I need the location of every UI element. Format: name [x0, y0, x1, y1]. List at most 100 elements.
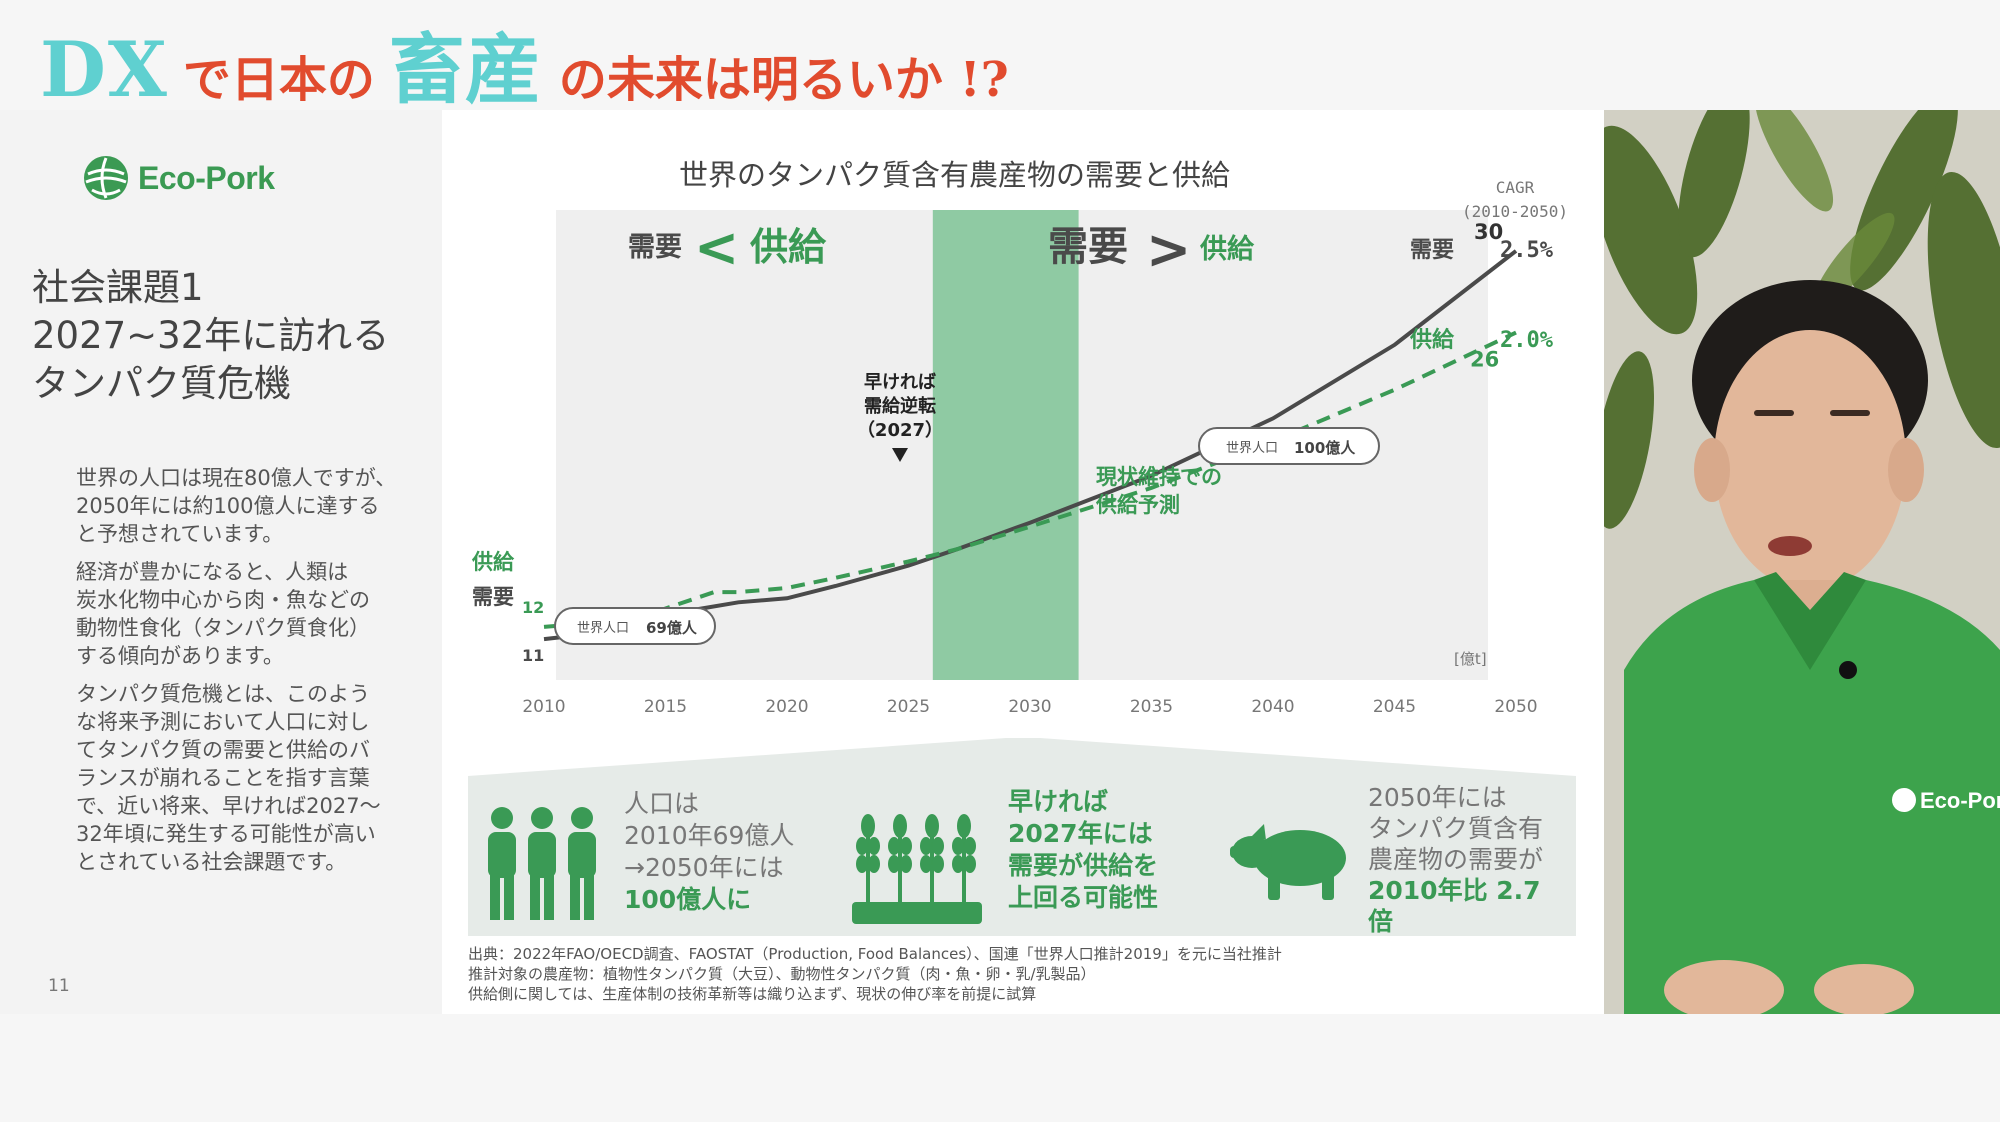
band-col3-line: 農産物の需要が: [1368, 845, 1544, 874]
cagr-supply-label: 供給: [1410, 328, 1455, 353]
band-col2-text: 早ければ 2027年には 需要が供給を 上回る可能性: [1008, 786, 1158, 914]
forecast-label-2: 供給予測: [1095, 493, 1180, 517]
right-region-demand: 需要: [1048, 224, 1128, 270]
band-col3-line: 2010年比 2.7: [1368, 876, 1541, 905]
data-label-demand-end: 30: [1474, 220, 1503, 244]
data-label-supply-end: 26: [1470, 348, 1499, 372]
band-col1-text: 人口は 2010年69億人 →2050年には 100億人に: [624, 788, 794, 916]
right-region-supply: 供給: [1199, 233, 1255, 265]
band-col2-line: 上回る可能性: [1008, 883, 1159, 912]
text-line: 世界の人口は現在80億人ですが、: [76, 466, 397, 490]
title-part2: の未来は明るいか !?: [558, 52, 1009, 108]
speaker-shirt: [1624, 580, 2000, 1014]
heading-line: タンパク質危機: [32, 362, 291, 405]
heading-line: 社会課題1: [32, 266, 204, 309]
cagr-demand-label: 需要: [1410, 238, 1455, 263]
text-line: と予想されています。: [76, 522, 284, 546]
title-part1: で日本の: [182, 52, 375, 108]
chart-slide: 世界のタンパク質含有農産物の需要と供給 需要 < 供給 需要 > 供給 早ければ…: [442, 110, 1604, 1014]
band-col1-line: →2050年には: [624, 853, 784, 882]
title-big: 畜産: [388, 25, 541, 114]
band-col3-line: 倍: [1368, 907, 1394, 936]
title-dx: DX: [40, 25, 169, 114]
data-label-supply-start: 12: [522, 598, 544, 617]
start-supply-label: 供給: [471, 550, 515, 574]
banner-title: DX で日本の 畜産 の未来は明るいか !?: [40, 8, 1009, 114]
cagr-supply-row: 供給 2.0%: [1410, 322, 1553, 354]
population-start-label: 世界人口: [577, 621, 629, 636]
plant-leaves: [1604, 110, 2000, 529]
text-line: で、近い将来、早ければ2027〜: [76, 794, 381, 818]
lapel-mic-icon: [1839, 661, 1857, 679]
left-region-demand: 需要: [628, 232, 682, 263]
bottom-strip: [0, 1014, 2000, 1122]
sources-note: 出典：2022年FAO/OECD調査、FAOSTAT（Production, F…: [468, 944, 1282, 1004]
annotation-arrow-icon: [892, 448, 908, 462]
forecast-label-1: 現状維持での: [1096, 465, 1222, 489]
x-tick-label: 2045: [1373, 697, 1416, 717]
band-col2-line: 需要が供給を: [1008, 851, 1159, 880]
text-line: てタンパク質の需要と供給のバ: [76, 738, 370, 762]
text-line: タンパク質危機とは、このよう: [76, 682, 370, 706]
band-col3-text: 2050年には タンパク質含有 農産物の需要が 2010年比 2.7 倍: [1368, 782, 1543, 937]
summary-band: 人口は 2010年69億人 →2050年には 100億人に 早ければ 2027年…: [468, 776, 1576, 936]
annotation-line-2: 需給逆転: [864, 395, 936, 417]
pig-icon: [1230, 824, 1346, 900]
population-end-value: 100億人: [1294, 439, 1356, 457]
title-banner: DX で日本の 畜産 の未来は明るいか !?: [0, 0, 2000, 114]
x-tick-label: 2040: [1251, 697, 1294, 717]
left-region-supply: 供給: [750, 225, 827, 269]
paragraph-3: タンパク質危機とは、このよう な将来予測において人口に対し てタンパク質の需要と…: [76, 680, 436, 876]
speaker-video: Eco-Por: [1604, 110, 2000, 1014]
text-line: な将来予測において人口に対し: [76, 710, 370, 734]
right-region-symbol: >: [1146, 218, 1191, 281]
globe-leaf-icon: [84, 156, 128, 200]
demand-supply-chart: 需要 < 供給 需要 > 供給 早ければ 需給逆転 （2027） 現状維持での …: [468, 210, 1576, 776]
x-tick-label: 2025: [887, 697, 930, 717]
cagr-demand-value: 2.5%: [1500, 238, 1553, 263]
x-tick-label: 2050: [1494, 697, 1537, 717]
x-tick-label: 2035: [1130, 697, 1173, 717]
cagr-supply-value: 2.0%: [1500, 328, 1553, 353]
paragraph-2: 経済が豊かになると、人類は 炭水化物中心から肉・魚などの 動物性食化（タンパク質…: [76, 558, 436, 670]
band-chevron: [468, 738, 1576, 776]
chart-title-text: 世界のタンパク質含有農産物の需要と供給: [679, 158, 1231, 192]
source-line: 出典：2022年FAO/OECD調査、FAOSTAT（Production, F…: [468, 945, 1282, 963]
annotation-line-1: 早ければ: [864, 372, 936, 393]
band-col2-line: 早ければ: [1008, 787, 1109, 816]
left-region-symbol: <: [694, 216, 739, 279]
text-line: 炭水化物中心から肉・魚などの: [76, 588, 370, 612]
band-col3-line: 2050年には: [1368, 783, 1507, 812]
band-col2-line: 2027年には: [1008, 819, 1153, 848]
cagr-header: CAGR (2010-2050): [1462, 176, 1568, 224]
text-line: ランスが崩れることを指す言葉: [76, 766, 370, 790]
cagr-label: CAGR: [1495, 178, 1535, 197]
band-col1-line: 100億人に: [624, 885, 752, 914]
slide-heading: 社会課題1 2027~32年に訪れる タンパク質危機: [32, 264, 389, 408]
unit-label: [億t]: [1454, 650, 1487, 668]
population-start-pill: [554, 607, 716, 645]
text-line: 動物性食化（タンパク質食化）: [76, 616, 370, 640]
text-line: 2050年には約100億人に達する: [76, 494, 380, 518]
logo-text: Eco-Pork: [138, 159, 275, 196]
cagr-demand-row: 需要 2.5%: [1410, 232, 1553, 264]
heading-line: 2027~32年に訪れる: [32, 314, 390, 357]
band-col1-line: 人口は: [624, 789, 700, 818]
text-line: とされている社会課題です。: [76, 850, 347, 874]
body-text: 世界の人口は現在80億人ですが、 2050年には約100億人に達する と予想され…: [76, 464, 436, 886]
x-tick-label: 2015: [644, 697, 687, 717]
data-label-demand-start: 11: [522, 646, 544, 665]
left-panel: Eco-Pork 社会課題1 2027~32年に訪れる タンパク質危機 世界の人…: [0, 110, 442, 1014]
speaker-face: [1714, 330, 1906, 590]
population-end-pill: [1198, 427, 1380, 465]
cagr-period: (2010-2050): [1462, 202, 1568, 221]
start-demand-label: 需要: [472, 585, 514, 609]
shirt-logo-text: Eco-Por: [1920, 788, 2000, 813]
band-col1-line: 2010年69億人: [624, 821, 795, 850]
population-end-label: 世界人口: [1226, 441, 1278, 456]
band-col3-line: タンパク質含有: [1368, 814, 1544, 843]
people-icon: [488, 807, 596, 920]
text-line: する傾向があります。: [76, 644, 284, 668]
annotation-line-3: （2027）: [857, 420, 943, 441]
crossover-highlight-band: [932, 210, 1079, 680]
